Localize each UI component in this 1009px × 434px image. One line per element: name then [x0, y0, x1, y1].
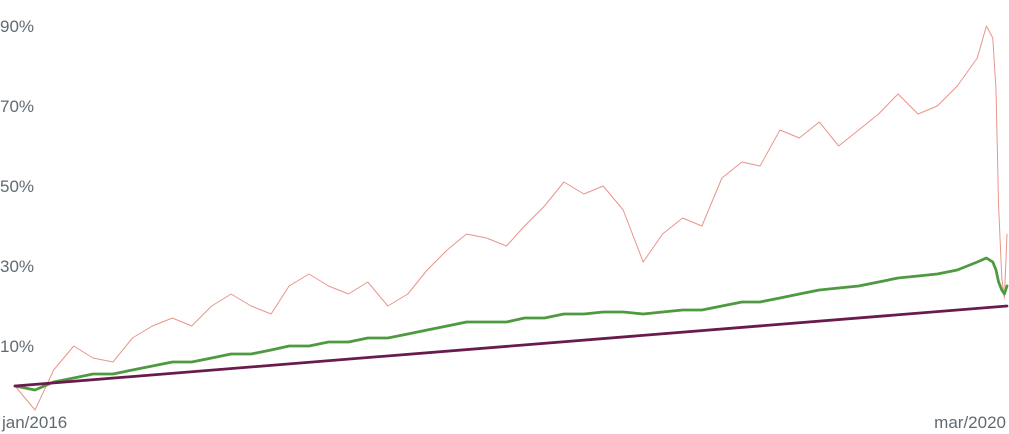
- x-tick-label-start: jan/2016: [1, 413, 67, 432]
- series-line-2: [13, 256, 1009, 392]
- y-tick-label: 10%: [0, 337, 34, 356]
- y-tick-label: 90%: [0, 17, 34, 36]
- x-tick-label-end: mar/2020: [934, 413, 1006, 432]
- y-tick-label: 70%: [0, 97, 34, 116]
- series-layer: [13, 25, 1009, 411]
- y-tick-label: 30%: [0, 257, 34, 276]
- x-axis-tick-labels: jan/2016 mar/2020: [1, 413, 1006, 432]
- series-line-3: [13, 304, 1009, 388]
- series-line-1: [14, 25, 1008, 411]
- y-axis-tick-labels: 10% 30% 50% 70% 90%: [0, 17, 34, 356]
- y-tick-label: 50%: [0, 177, 34, 196]
